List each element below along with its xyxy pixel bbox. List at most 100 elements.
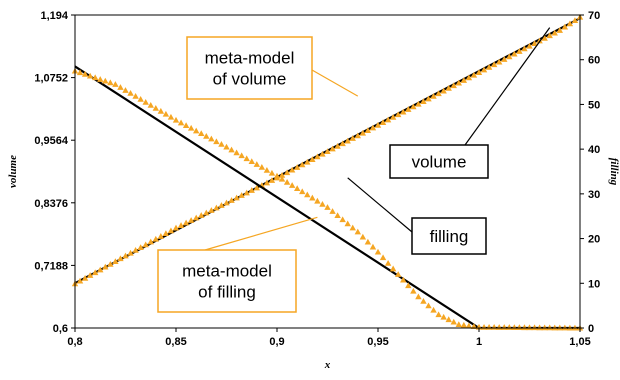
y-left-tick-label: 0,6 [53, 323, 68, 335]
y-left-tick-label: 0,9564 [34, 135, 69, 147]
triangle-marker [440, 87, 447, 94]
annotation-1-text: volume [412, 153, 467, 172]
triangle-marker [405, 106, 412, 112]
series-3-markers [71, 67, 584, 331]
y-right-tick-label: 60 [588, 55, 600, 67]
annotations: meta-model of volume volume filling meta-mod… [157, 27, 551, 313]
triangle-marker [400, 276, 407, 283]
triangle-marker [354, 132, 361, 139]
triangle-marker [132, 93, 139, 99]
triangle-marker [92, 74, 99, 81]
triangle-marker [102, 77, 109, 84]
triangle-marker [359, 233, 367, 240]
plot-area [71, 13, 584, 331]
annotation-2-text: filling [430, 227, 469, 246]
triangle-marker [147, 101, 154, 108]
x-tick-label: 0,8 [67, 336, 82, 348]
triangle-marker [521, 324, 528, 331]
triangle-marker [238, 152, 245, 159]
triangle-marker [485, 63, 493, 70]
y-right-tick-label: 30 [588, 189, 600, 201]
triangle-marker [187, 124, 195, 131]
triangle-marker [314, 197, 321, 204]
annotation-3-leader [204, 216, 318, 251]
triangle-marker [324, 148, 331, 155]
triangle-marker [465, 322, 473, 329]
y-right-tick-label: 50 [588, 99, 600, 111]
triangle-marker [218, 141, 225, 147]
triangle-marker [213, 204, 220, 211]
y-left-tick-label: 1,194 [40, 10, 68, 22]
triangle-marker [233, 194, 240, 201]
triangle-marker [182, 219, 190, 226]
triangle-marker [521, 45, 528, 52]
y-right-tick-label: 0 [588, 323, 594, 335]
triangle-marker [566, 20, 574, 27]
triangle-marker [480, 66, 488, 73]
x-tick-label: 0,95 [367, 336, 388, 348]
triangle-marker [349, 224, 356, 231]
triangle-marker [374, 248, 382, 255]
triangle-marker [81, 71, 89, 77]
triangle-marker [551, 324, 558, 331]
triangle-marker [263, 166, 271, 173]
triangle-marker [208, 207, 215, 213]
triangle-marker [354, 228, 361, 235]
triangle-marker [400, 108, 407, 115]
annotation-3-text: meta-model [182, 262, 272, 281]
triangle-marker [86, 272, 94, 278]
annotation-1-leader [464, 27, 551, 146]
triangle-marker [314, 153, 321, 160]
axes: 0,8 0,85 0,9 0,95 1 1,05 0,6 0,7188 0,8376 0,9564… [7, 10, 620, 371]
triangle-marker [445, 85, 452, 91]
triangle-marker [465, 74, 473, 81]
triangle-marker [395, 111, 402, 118]
triangle-marker [213, 138, 220, 145]
triangle-marker [268, 169, 276, 176]
triangle-marker [435, 90, 442, 97]
triangle-marker [294, 185, 301, 192]
triangle-marker [379, 119, 387, 126]
triangle-marker [122, 87, 129, 93]
triangle-marker [369, 124, 377, 131]
triangle-marker [329, 208, 336, 214]
triangle-marker [415, 100, 422, 107]
triangle-marker [546, 32, 553, 39]
y-left-tick-label: 0,8376 [34, 198, 68, 210]
triangle-marker [117, 84, 124, 90]
triangle-marker [561, 23, 569, 30]
x-tick-label: 1 [476, 336, 482, 348]
triangle-marker [137, 96, 144, 102]
triangle-marker [288, 182, 296, 188]
triangle-marker [162, 110, 170, 117]
triangle-marker [198, 212, 205, 218]
y-right-tick-label: 40 [588, 144, 600, 156]
triangle-marker [203, 209, 210, 216]
triangle-marker [112, 81, 119, 87]
triangle-marker [551, 29, 558, 36]
triangle-marker [334, 143, 341, 149]
triangle-marker [248, 158, 255, 164]
triangle-marker [541, 34, 548, 41]
triangle-marker [329, 145, 336, 152]
triangle-marker [410, 287, 417, 294]
triangle-marker [460, 321, 468, 328]
annotation-0-text: meta-model [205, 49, 295, 68]
triangle-marker [142, 241, 149, 248]
triangle-marker [359, 129, 367, 136]
triangle-marker [339, 140, 346, 147]
triangle-marker [243, 155, 250, 162]
triangle-marker [233, 149, 240, 156]
triangle-marker [541, 324, 548, 331]
triangle-marker [379, 254, 387, 261]
triangle-marker [339, 216, 346, 223]
triangle-marker [288, 166, 296, 173]
triangle-marker [122, 252, 129, 259]
triangle-marker [455, 321, 462, 327]
triangle-marker [203, 132, 210, 139]
triangle-marker [107, 79, 114, 86]
y-right-tick-label: 10 [588, 278, 600, 290]
triangle-marker [374, 121, 382, 128]
triangle-marker [450, 318, 457, 325]
triangle-marker [516, 324, 523, 331]
